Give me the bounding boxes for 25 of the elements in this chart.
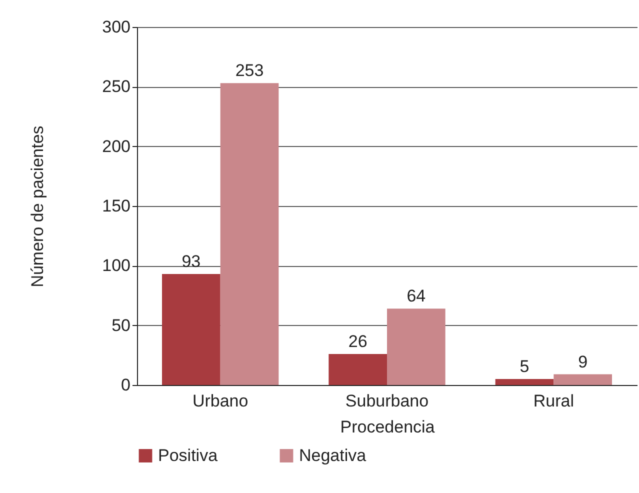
data-label: 9 [578, 352, 588, 372]
x-axis-title: Procedencia [340, 418, 436, 436]
y-tick-label: 0 [121, 376, 130, 394]
x-tick-label: Urbano [192, 392, 248, 410]
y-tick-label: 300 [102, 18, 130, 36]
x-tick-label: Rural [533, 392, 574, 410]
data-label: 253 [235, 61, 264, 80]
y-tick-label: 150 [102, 196, 130, 216]
y-axis-title: Número de pacientes [28, 126, 48, 288]
y-tick-label: 100 [102, 256, 130, 276]
data-label: 64 [406, 286, 426, 306]
legend-label: Negativa [299, 446, 367, 465]
x-tick-label: Suburbano [345, 392, 429, 410]
data-label: 5 [520, 357, 530, 376]
bar [220, 83, 279, 385]
data-label: 26 [348, 332, 368, 351]
bar [387, 308, 446, 385]
y-tick-label: 50 [112, 316, 130, 335]
bar [328, 354, 387, 385]
y-tick-label: 250 [102, 77, 130, 96]
bar [162, 274, 220, 385]
bar [554, 374, 612, 385]
legend-label: Positiva [158, 446, 218, 465]
bar [495, 379, 554, 385]
y-tick-label: 200 [102, 136, 130, 156]
